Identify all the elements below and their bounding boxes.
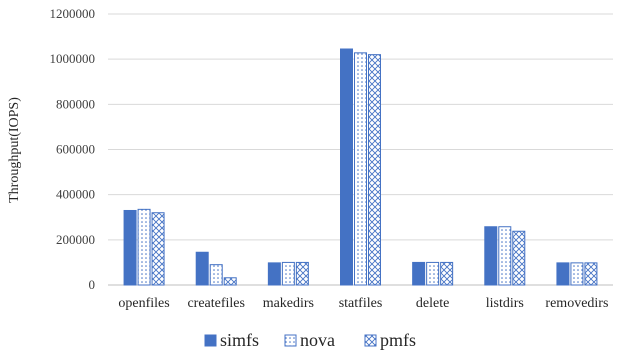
bar-pmfs-openfiles xyxy=(151,212,165,286)
y-tick-label: 1200000 xyxy=(50,6,96,21)
bar-nova-removedirs xyxy=(570,262,584,286)
bar-pmfs-removedirs xyxy=(584,262,598,286)
y-tick-label: 400000 xyxy=(56,187,95,202)
y-axis-label: Throughput(IOPS) xyxy=(7,97,22,203)
x-category-label: listdirs xyxy=(486,296,524,311)
legend-label: pmfs xyxy=(380,330,416,350)
bar-simfs-statfiles xyxy=(340,48,353,286)
bar-nova-delete xyxy=(426,261,440,286)
bar-nova-openfiles xyxy=(137,208,151,286)
legend-swatch xyxy=(284,334,297,347)
bar-simfs-removedirs xyxy=(556,262,570,286)
x-category-label: delete xyxy=(416,296,449,311)
y-tick-label: 200000 xyxy=(56,232,95,247)
y-tick-label: 800000 xyxy=(56,96,95,111)
legend-item-simfs: simfs xyxy=(204,330,259,350)
x-category-label: makedirs xyxy=(263,296,314,311)
bar-nova-listdirs xyxy=(498,226,512,286)
x-category-label: removedirs xyxy=(545,296,608,311)
bar-nova-makedirs xyxy=(281,261,295,286)
y-axis-ticks: 0 200000 400000 600000 800000 1000000 1200000 xyxy=(50,6,96,292)
bar-pmfs-createfiles xyxy=(223,277,237,286)
legend-label: nova xyxy=(300,330,335,350)
legend-swatch xyxy=(204,334,217,347)
y-tick-label: 1000000 xyxy=(50,51,96,66)
x-category-label: openfiles xyxy=(118,296,169,311)
bar-pmfs-delete xyxy=(440,261,454,286)
bars xyxy=(123,48,598,286)
legend-item-nova: nova xyxy=(284,330,335,350)
bar-simfs-openfiles xyxy=(123,209,137,286)
y-tick-label: 0 xyxy=(89,277,96,292)
legend-item-pmfs: pmfs xyxy=(364,330,416,350)
x-category-label: statfiles xyxy=(339,296,383,311)
bar-nova-createfiles xyxy=(209,264,223,286)
bar-simfs-listdirs xyxy=(484,226,498,286)
legend-swatch xyxy=(364,334,377,347)
y-tick-label: 600000 xyxy=(56,142,95,157)
legend: simfs nova pmfs xyxy=(204,330,416,350)
legend-label: simfs xyxy=(220,330,259,350)
bar-simfs-createfiles xyxy=(195,251,209,286)
bar-simfs-delete xyxy=(412,261,426,286)
x-category-label: createfiles xyxy=(187,296,245,311)
bar-simfs-makedirs xyxy=(267,262,281,286)
bar-pmfs-statfiles xyxy=(368,54,381,286)
bar-pmfs-makedirs xyxy=(295,261,309,286)
bar-nova-statfiles xyxy=(354,52,367,286)
bar-pmfs-listdirs xyxy=(512,230,526,286)
x-axis-categories: openfiles createfiles makedirs statfiles del… xyxy=(118,296,608,311)
